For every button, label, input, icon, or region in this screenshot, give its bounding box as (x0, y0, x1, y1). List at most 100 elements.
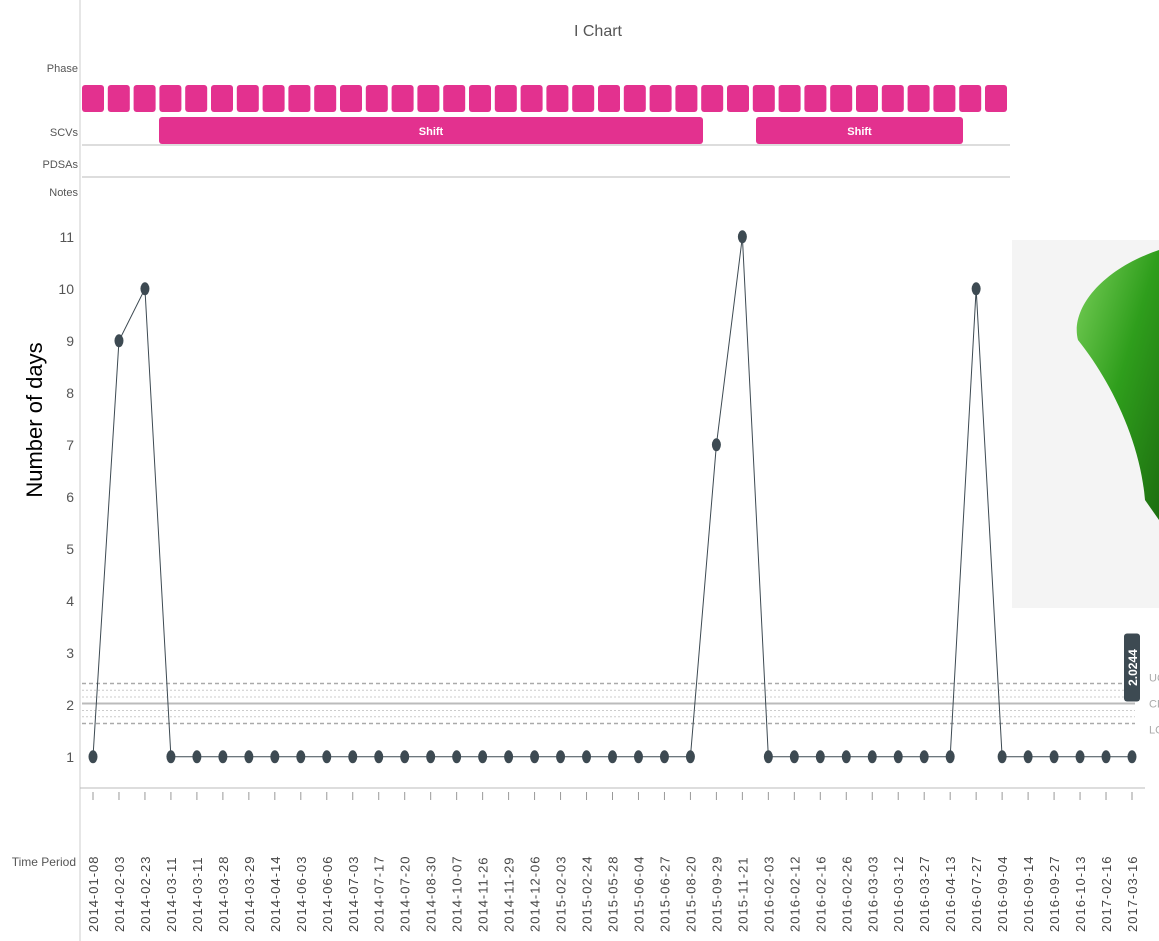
data-point (1101, 750, 1111, 764)
phase-box (727, 85, 749, 112)
x-tick-label: 2014-06-06 (320, 856, 335, 933)
x-tick-label: 2016-02-26 (839, 856, 854, 933)
data-point (1049, 750, 1059, 764)
phase-box (881, 85, 904, 112)
data-point (140, 282, 150, 296)
data-point (1075, 750, 1085, 764)
y-tick-label: 4 (66, 593, 74, 609)
x-tick-label: 2015-06-27 (657, 856, 672, 933)
phase-box (520, 85, 543, 112)
data-point (322, 750, 332, 764)
chart-title: I Chart (574, 23, 623, 40)
data-point (556, 750, 566, 764)
y-tick-label: 8 (66, 385, 74, 401)
x-tick-label: 2015-02-03 (554, 856, 569, 933)
control-label: CL (1149, 699, 1159, 711)
phase-box (365, 85, 388, 112)
x-tick-label: 2016-02-03 (761, 856, 776, 933)
x-tick-label: 2014-03-28 (216, 856, 231, 933)
phase-box (185, 85, 208, 112)
x-tick-label: 2014-06-03 (294, 856, 309, 933)
phase-box (933, 85, 956, 112)
x-tick-label: 2014-02-23 (138, 856, 153, 933)
data-point (88, 750, 98, 764)
x-tick-label: 2016-03-03 (865, 856, 880, 933)
x-tick-label: 2017-03-16 (1125, 856, 1140, 933)
data-point (971, 282, 981, 296)
data-point (582, 750, 592, 764)
row-label: Phase (47, 63, 78, 75)
phase-box (959, 85, 982, 112)
data-point (711, 438, 721, 452)
data-point (608, 750, 617, 764)
x-tick-label: 2014-12-06 (528, 856, 543, 933)
series-line (92, 236, 1132, 758)
phase-box (856, 85, 878, 112)
phase-box (598, 85, 620, 112)
x-tick-label: 2014-10-07 (450, 856, 465, 933)
phase-box (985, 85, 1007, 112)
data-point (452, 750, 462, 764)
y-tick-label: 9 (66, 333, 74, 349)
x-tick-label: 2014-07-03 (346, 856, 361, 933)
x-tick-label: 2014-07-20 (398, 856, 413, 933)
phase-box (752, 85, 775, 112)
data-point (633, 750, 643, 764)
data-point (763, 750, 773, 764)
data-point (296, 750, 306, 764)
data-point (841, 750, 851, 764)
data-point (504, 750, 514, 764)
data-point (400, 750, 410, 764)
x-tick-label: 2016-09-14 (1021, 856, 1036, 933)
x-tick-label: 2014-08-30 (424, 856, 439, 933)
x-tick-label: 2015-06-04 (631, 856, 646, 933)
x-tick-label: 2015-02-24 (580, 856, 595, 933)
x-axis-title: Time Period (12, 855, 76, 869)
x-tick-label: 2014-03-29 (242, 856, 257, 933)
data-point (218, 750, 228, 764)
data-point (867, 750, 877, 764)
data-point (478, 750, 488, 764)
phase-box (340, 85, 362, 112)
badge-label: 2.0244 (1126, 649, 1140, 686)
x-tick-label: 2015-05-28 (606, 856, 621, 933)
x-tick-label: 2014-11-26 (476, 856, 491, 932)
phase-box (417, 85, 440, 112)
phase-box (443, 85, 466, 112)
data-point (530, 750, 540, 764)
x-tick-label: 2016-02-16 (813, 856, 828, 933)
data-point (114, 334, 124, 348)
x-tick-label: 2014-01-08 (86, 856, 101, 933)
phase-box (288, 85, 311, 112)
y-tick-label: 1 (66, 749, 74, 765)
x-tick-label: 2016-02-12 (787, 856, 802, 933)
phase-box (830, 85, 853, 112)
data-point (426, 750, 436, 764)
y-tick-label: 7 (66, 437, 74, 453)
data-point (919, 750, 929, 764)
x-tick-label: 2016-03-12 (891, 856, 906, 933)
x-tick-label: 2014-02-03 (112, 856, 127, 933)
x-tick-label: 2015-09-29 (709, 856, 724, 933)
data-point (815, 750, 825, 764)
data-point (685, 750, 695, 764)
phase-box (546, 85, 569, 112)
phase-box (804, 85, 827, 112)
phase-box (391, 85, 414, 112)
data-point (166, 750, 176, 764)
data-point (244, 750, 254, 764)
x-tick-label: 2016-09-04 (995, 856, 1010, 933)
y-tick-label: 6 (66, 489, 74, 505)
scv-label: Shift (847, 126, 872, 138)
scv-bar (756, 117, 963, 144)
x-tick-label: 2016-04-13 (943, 856, 958, 933)
phase-box (675, 85, 698, 112)
scv-label: Shift (419, 126, 444, 138)
x-tick-label: 2017-02-16 (1099, 856, 1114, 933)
phase-box (907, 85, 930, 112)
y-tick-label: 2 (66, 697, 74, 713)
control-label: UC (1149, 672, 1159, 684)
y-tick-label: 3 (66, 645, 74, 661)
center-badge: 2.0244 (1124, 633, 1140, 702)
phase-box (236, 85, 259, 112)
